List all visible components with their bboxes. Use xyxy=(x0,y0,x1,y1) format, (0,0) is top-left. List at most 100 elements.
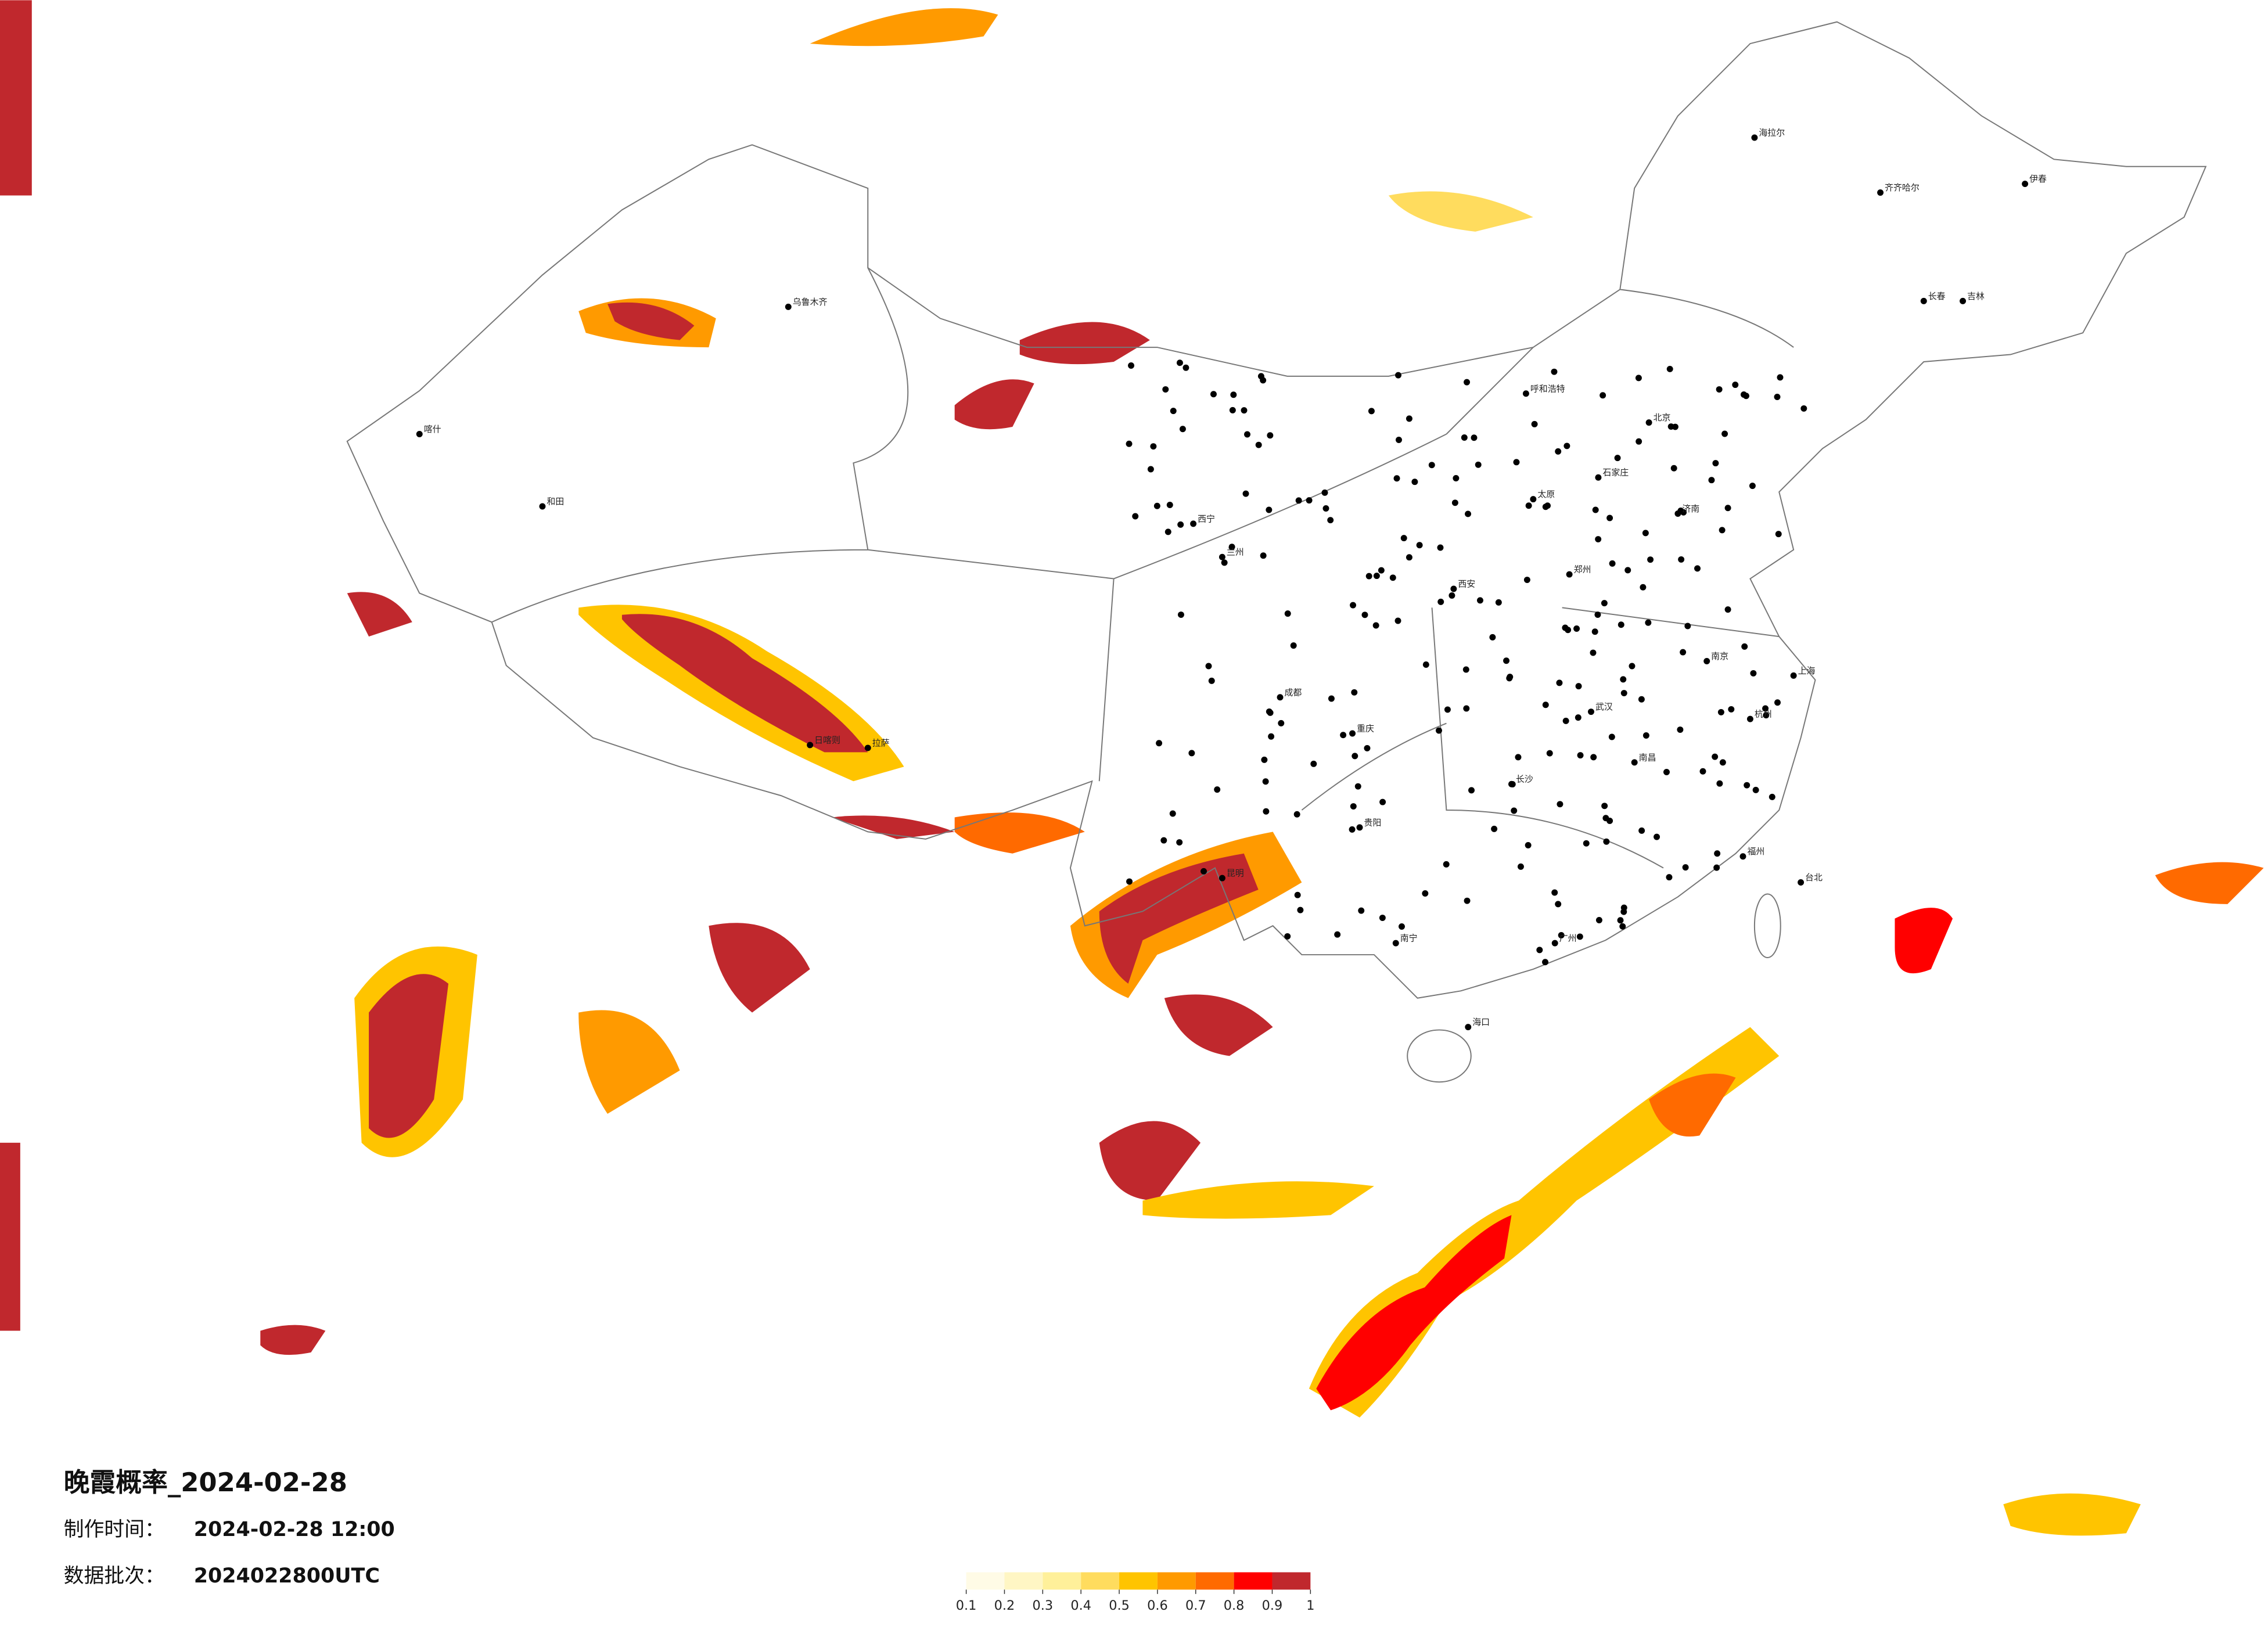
colorbar-tick-label: 0.2 xyxy=(994,1598,1015,1613)
colorbar-tick-label: 0.7 xyxy=(1185,1598,1206,1613)
city-dot xyxy=(1219,875,1225,882)
city-dot xyxy=(1606,515,1613,521)
city-dot xyxy=(1744,782,1751,789)
city-label: 昆明 xyxy=(1227,868,1244,879)
city-dot xyxy=(1624,567,1631,574)
city-dot xyxy=(1416,542,1423,549)
city-dot xyxy=(1636,438,1642,445)
city-dot xyxy=(1620,908,1627,915)
city-dot xyxy=(1638,696,1645,703)
city-dot xyxy=(1244,431,1250,438)
city-dot xyxy=(1372,622,1379,629)
city-dot xyxy=(1471,434,1478,441)
city-dot xyxy=(1491,825,1498,832)
colorbar-swatch xyxy=(1195,1572,1234,1590)
city-dot xyxy=(1468,787,1475,794)
city-dot xyxy=(1629,663,1636,670)
city-label: 贵阳 xyxy=(1364,817,1381,828)
city-dot xyxy=(1551,368,1558,375)
city-dot xyxy=(1583,840,1590,847)
city-dot xyxy=(1365,573,1372,580)
city-dot xyxy=(1719,527,1726,534)
city-dot xyxy=(1678,556,1685,563)
city-dot xyxy=(1717,708,1724,715)
city-dot xyxy=(785,303,792,310)
city-dot xyxy=(1176,839,1183,846)
city-dot xyxy=(1672,423,1678,430)
city-dot xyxy=(1229,406,1236,413)
city-dot xyxy=(1354,783,1361,790)
city-dot xyxy=(1587,708,1594,715)
city-dot xyxy=(1349,826,1356,833)
city-dot xyxy=(1156,740,1163,747)
city-dot xyxy=(1453,474,1460,481)
city-dot xyxy=(1461,434,1468,441)
colorbar-tick-label: 0.8 xyxy=(1224,1598,1245,1613)
city-dot xyxy=(1609,560,1616,567)
city-dot xyxy=(1542,702,1549,708)
city-dot xyxy=(1602,815,1609,822)
city-dot xyxy=(1190,520,1197,527)
city-dot xyxy=(1463,705,1470,712)
city-dot xyxy=(1399,923,1405,930)
city-dot xyxy=(1775,531,1782,538)
city-dot xyxy=(2022,181,2029,188)
city-dot xyxy=(1590,649,1597,656)
city-dot xyxy=(1328,695,1335,702)
city-dot xyxy=(1489,634,1496,641)
city-dot xyxy=(1763,712,1770,719)
city-dot xyxy=(1525,502,1532,509)
city-dot xyxy=(1531,420,1538,427)
city-dot xyxy=(1594,611,1601,618)
city-dot xyxy=(1712,753,1719,760)
city-dot xyxy=(1523,577,1530,584)
city-dot xyxy=(1551,889,1558,896)
city-dot xyxy=(1728,706,1735,713)
city-dot xyxy=(1716,780,1723,787)
city-dot xyxy=(1694,565,1701,572)
city-dot xyxy=(1666,365,1673,372)
city-dot xyxy=(1798,879,1805,886)
city-dot xyxy=(1619,923,1626,930)
city-dot xyxy=(1507,674,1514,681)
city-dot xyxy=(1503,657,1510,664)
city-label: 福州 xyxy=(1747,846,1764,857)
city-dot xyxy=(1349,730,1356,737)
city-dot xyxy=(1352,753,1358,760)
city-dot xyxy=(1739,853,1746,860)
city-dot xyxy=(1920,297,1927,304)
city-label: 武汉 xyxy=(1595,702,1613,712)
city-dot xyxy=(1177,521,1184,528)
city-dot xyxy=(1620,690,1627,697)
city-dot xyxy=(1350,803,1357,810)
city-dot xyxy=(1680,649,1687,656)
colorbar-tick-label: 1 xyxy=(1306,1598,1314,1613)
city-dot xyxy=(416,431,423,437)
city-dot xyxy=(1724,505,1731,512)
city-dot xyxy=(1128,362,1134,369)
city-dot xyxy=(1647,556,1654,563)
city-dot xyxy=(1422,661,1429,668)
probability-field xyxy=(0,0,2264,1536)
city-dot xyxy=(1242,490,1249,497)
city-dot xyxy=(1576,933,1583,940)
city-label: 拉萨 xyxy=(872,738,890,748)
city-dot xyxy=(864,744,871,751)
city-dot xyxy=(1182,364,1189,371)
city-dot xyxy=(1513,459,1520,466)
city-dot xyxy=(1601,803,1608,810)
city-dot xyxy=(1666,874,1673,881)
city-dot xyxy=(1638,827,1645,834)
colorbar-swatch xyxy=(1234,1572,1273,1590)
city-dot xyxy=(1475,461,1482,468)
city-dot xyxy=(1361,611,1368,618)
city-dot xyxy=(1389,574,1396,581)
city-dot xyxy=(1465,510,1472,517)
city-dot xyxy=(1293,811,1300,818)
city-dot xyxy=(1450,585,1457,592)
city-label: 乌鲁木齐 xyxy=(793,297,828,307)
city-dot xyxy=(1573,625,1580,632)
city-dot xyxy=(1268,733,1275,740)
